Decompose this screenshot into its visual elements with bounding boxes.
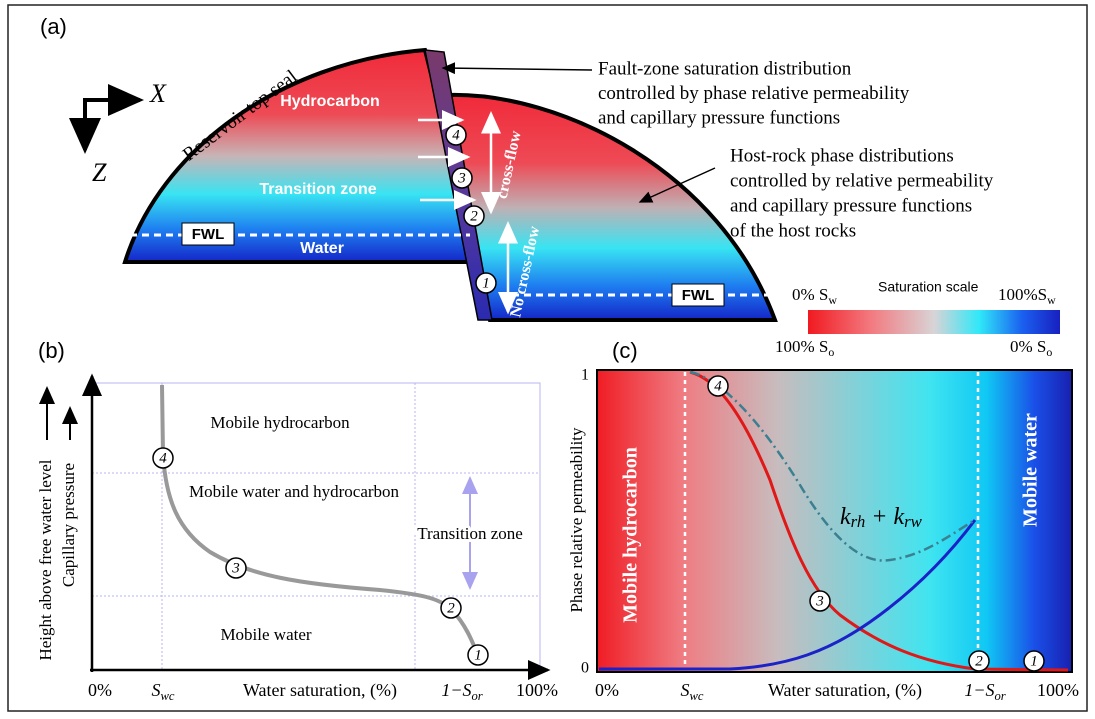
region-label: Mobile hydrocarbon (620, 447, 642, 623)
scale-sw-min: 0% Sw (792, 285, 837, 307)
marker-number: 2 (470, 208, 478, 224)
x-label-part: wc (690, 689, 704, 703)
region-label: Mobile water (1020, 413, 1042, 527)
fault-note: controlled by phase relative permeabilit… (598, 83, 910, 104)
host-note: controlled by relative permeability (730, 170, 994, 191)
y-label: Phase relative permeability (567, 427, 586, 613)
note-arrow (443, 68, 592, 70)
region-label: Mobile hydrocarbon (210, 413, 350, 432)
marker-number: 1 (1030, 653, 1038, 669)
fault-note: and capillary pressure functions (598, 107, 840, 128)
x-label-part: 1−S (441, 680, 471, 700)
fault-note: Fault-zone saturation distribution (598, 58, 852, 79)
y-tick-label: 0 (581, 660, 589, 677)
panel-label: (c) (612, 338, 638, 363)
transition-label: Transition zone (259, 181, 376, 198)
x-label: 100% (1037, 680, 1079, 700)
axis-z-label: Z (92, 158, 107, 187)
scale-sw-max-part: 100%S (998, 285, 1047, 304)
scale-so-min-part: o (1046, 345, 1052, 359)
panel-c (597, 370, 1072, 672)
axis-x-label: X (149, 79, 167, 108)
sum-label-part: rh (851, 512, 866, 531)
x-label: Water saturation, (%) (243, 680, 397, 701)
scale-so-max-part: o (828, 345, 834, 359)
scale-title: Saturation scale (878, 279, 979, 295)
marker-number: 4 (714, 378, 722, 394)
figure: (a)XZReservoir top sealHydrocarbonTransi… (0, 0, 1095, 719)
sum-label-part: + k (865, 504, 904, 530)
x-label: 0% (88, 680, 112, 700)
x-label: 1−Sor (441, 680, 482, 703)
region-label: Mobile water and hydrocarbon (189, 482, 400, 501)
sum-label-part: k (840, 504, 851, 530)
right-block (448, 95, 775, 320)
x-label: 100% (516, 680, 558, 700)
marker-number: 3 (231, 560, 240, 576)
scale-sw-max-part: w (1047, 293, 1056, 307)
x-label: 1−Sor (964, 680, 1005, 703)
y-label: Height above free water level (36, 459, 55, 660)
y-label: Capillary pressure (59, 463, 78, 587)
y-tick-label: 1 (581, 367, 589, 384)
scale-so-min: 0% So (1010, 337, 1052, 359)
scale-sw-max: 100%Sw (998, 285, 1056, 307)
host-note: of the host rocks (730, 220, 856, 241)
x-label: Swc (681, 680, 704, 703)
marker-number: 1 (482, 275, 490, 291)
x-label-part: wc (161, 689, 175, 703)
marker-number: 4 (452, 127, 460, 143)
marker-number: 3 (815, 593, 824, 609)
scale-so-max: 100% So (775, 337, 834, 359)
host-note: Host-rock phase distributions (730, 145, 954, 166)
saturation-scale (808, 310, 1060, 334)
marker-number: 2 (975, 653, 983, 669)
region-label: Transition zone (417, 524, 523, 543)
marker-number: 2 (447, 600, 455, 616)
marker-number: 4 (159, 450, 167, 466)
hydrocarbon-label: Hydrocarbon (280, 93, 380, 110)
x-label-part: S (681, 680, 690, 700)
marker-number: 3 (457, 170, 466, 186)
region-label: Mobile water (220, 625, 311, 644)
x-label-part: or (471, 689, 482, 703)
fwl-label: FWL (192, 226, 224, 243)
host-note: and capillary pressure functions (730, 195, 972, 216)
x-label-part: 1−S (964, 680, 994, 700)
x-label-part: S (152, 680, 161, 700)
plot-area (597, 370, 1072, 672)
scale-sw-min-part: w (828, 293, 837, 307)
x-label: Water saturation, (%) (768, 680, 922, 701)
panel-label: (a) (40, 14, 67, 39)
scale-so-min-part: 0% S (1010, 337, 1046, 356)
scale-sw-min-part: 0% S (792, 285, 828, 304)
marker-number: 1 (474, 647, 482, 663)
panel-label: (b) (38, 338, 65, 363)
water-label: Water (300, 240, 344, 257)
sum-label-part: rw (904, 512, 923, 531)
x-label: 0% (595, 680, 619, 700)
x-label-part: or (994, 689, 1005, 703)
scale-so-max-part: 100% S (775, 337, 828, 356)
x-label: Swc (152, 680, 175, 703)
fwl-label: FWL (682, 287, 714, 304)
